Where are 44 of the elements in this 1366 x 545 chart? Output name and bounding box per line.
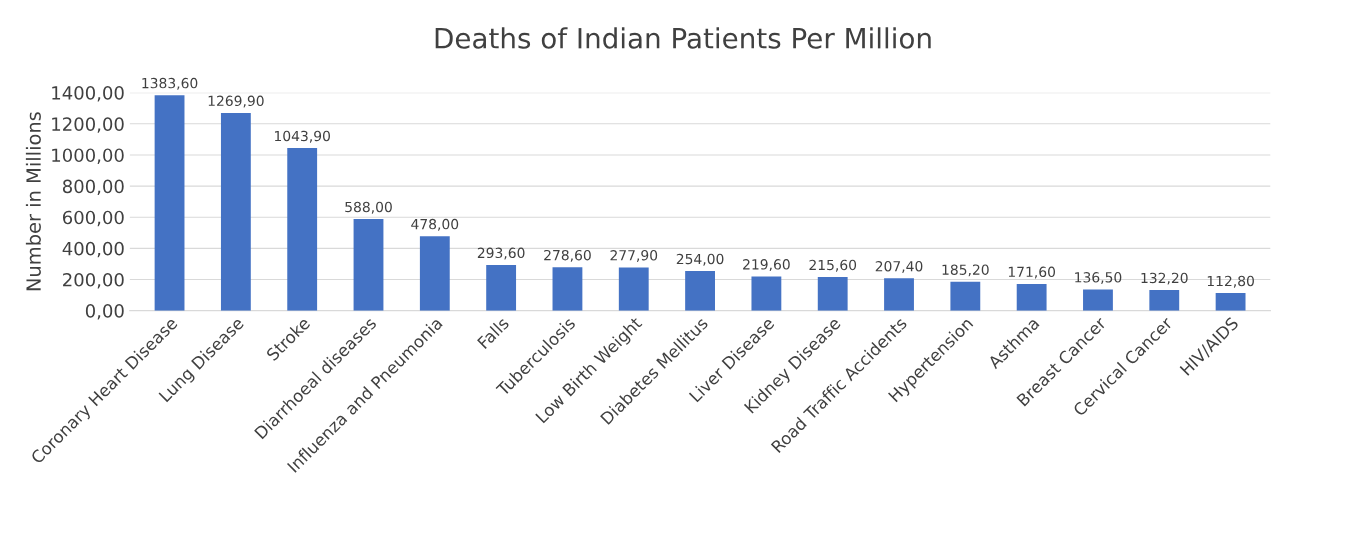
bar bbox=[220, 112, 251, 311]
data-label: 293,60 bbox=[477, 247, 525, 260]
data-label: 277,90 bbox=[610, 250, 658, 262]
data-label: 112,80 bbox=[1207, 275, 1254, 288]
bar bbox=[1215, 293, 1246, 311]
bar bbox=[419, 236, 450, 311]
bar bbox=[353, 219, 384, 311]
data-label: 1043,90 bbox=[275, 130, 330, 143]
bar bbox=[817, 277, 848, 311]
y-tick-label: 400,00 bbox=[62, 241, 124, 258]
data-label: 278,60 bbox=[544, 249, 591, 262]
data-label: 171,60 bbox=[1008, 266, 1056, 279]
data-label: 1383,60 bbox=[142, 77, 198, 90]
y-axis-title: Number in Millions bbox=[25, 112, 41, 291]
bar bbox=[287, 148, 318, 311]
data-label: 254,00 bbox=[676, 253, 724, 266]
data-label: 1269,90 bbox=[208, 95, 264, 108]
bar bbox=[751, 276, 782, 311]
data-label: 588,00 bbox=[345, 201, 392, 214]
y-tick-label: 0,00 bbox=[85, 304, 124, 320]
y-tick-label: 800,00 bbox=[62, 179, 124, 196]
data-label: 219,60 bbox=[743, 259, 790, 272]
data-label: 185,20 bbox=[942, 264, 989, 277]
data-label: 478,00 bbox=[411, 218, 459, 231]
y-tick-label: 200,00 bbox=[63, 272, 124, 289]
bar bbox=[618, 267, 649, 311]
bar bbox=[552, 267, 583, 311]
y-tick-label: 600,00 bbox=[62, 210, 124, 227]
data-label: 215,60 bbox=[809, 259, 857, 272]
y-tick-label: 1200,00 bbox=[52, 117, 124, 133]
bar bbox=[685, 271, 715, 311]
data-label: 132,20 bbox=[1141, 272, 1188, 285]
data-label: 207,40 bbox=[875, 260, 923, 273]
y-tick-label: 1400,00 bbox=[52, 86, 124, 102]
bar bbox=[1016, 283, 1047, 311]
y-tick-label: 1000,00 bbox=[52, 148, 124, 164]
bar bbox=[1083, 289, 1113, 311]
bar bbox=[486, 264, 517, 311]
chart-title: Deaths of Indian Patients Per Million bbox=[435, 27, 931, 49]
bar bbox=[884, 278, 914, 311]
bar bbox=[1149, 290, 1180, 311]
bar bbox=[154, 95, 185, 311]
data-label: 136,50 bbox=[1075, 272, 1122, 284]
bar bbox=[950, 281, 981, 311]
